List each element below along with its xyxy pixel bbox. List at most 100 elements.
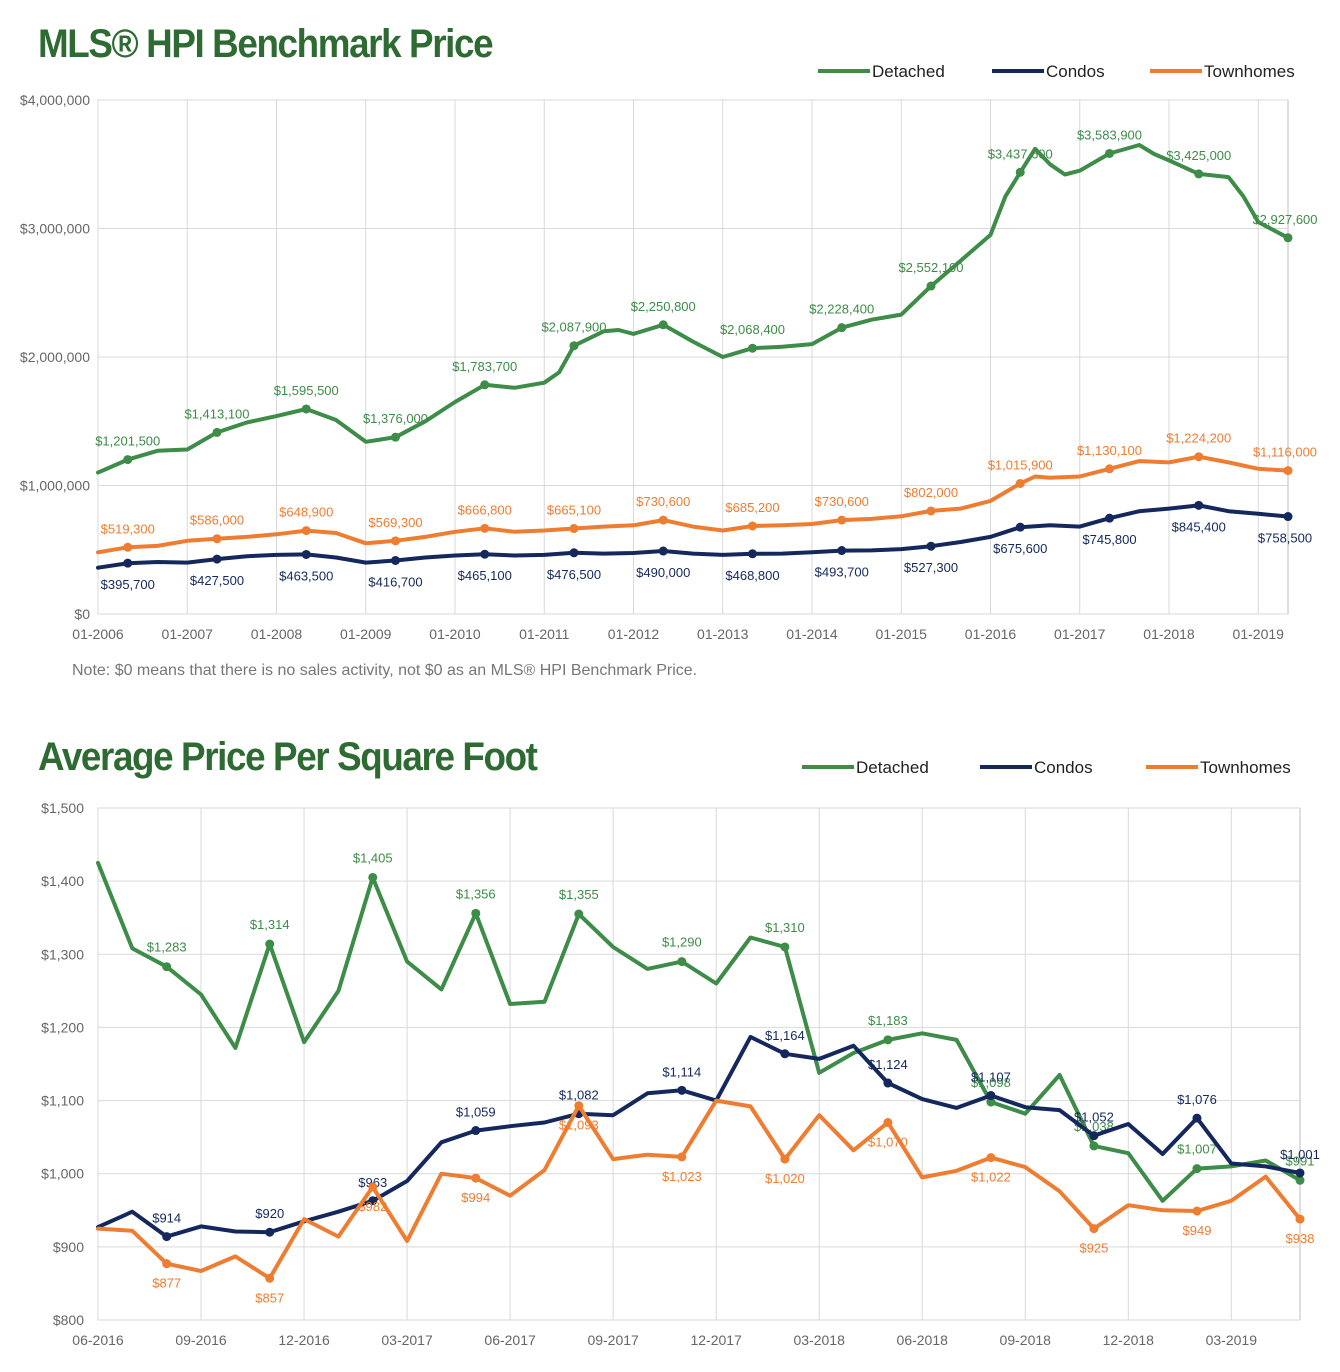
- chart1-x-tick-label: 01-2008: [251, 626, 303, 642]
- chart2-data-point: [986, 1153, 996, 1163]
- chart2-data-point: [1295, 1214, 1305, 1224]
- chart1-data-point: [658, 515, 668, 525]
- chart2-data-label: $1,355: [559, 887, 599, 902]
- chart1-data-label: $1,116,000: [1253, 445, 1317, 460]
- chart1-data-label: $730,600: [636, 494, 690, 509]
- chart2-data-label: $982: [358, 1199, 387, 1214]
- chart1-y-tick-label: $4,000,000: [20, 92, 90, 108]
- chart2-series-condos: [96, 1034, 1302, 1239]
- chart2-x-tick-label: 03-2019: [1206, 1332, 1258, 1348]
- chart1-data-point: [926, 506, 936, 516]
- chart1-data-point: [569, 341, 579, 351]
- chart1-series-detached: [96, 143, 1290, 475]
- chart1-x-tick-label: 01-2011: [519, 626, 570, 642]
- chart2-data-label: $1,107: [971, 1069, 1011, 1084]
- chart1-data-label: $395,700: [101, 577, 155, 592]
- chart1-data-point: [837, 546, 847, 556]
- chart1-x-tick-label: 01-2006: [72, 626, 124, 642]
- chart2-x-tick-label: 06-2017: [484, 1332, 536, 1348]
- chart1-data-point: [480, 549, 490, 559]
- chart1-data-point: [926, 281, 936, 291]
- chart1-data-point: [1015, 167, 1025, 177]
- chart1-data-label: $2,552,100: [898, 260, 963, 275]
- chart2-data-point: [368, 1182, 378, 1192]
- chart2-data-label: $1,052: [1074, 1110, 1114, 1125]
- chart1-data-label: $569,300: [368, 515, 422, 530]
- chart1-y-tick-label: $0: [74, 606, 90, 622]
- chart1-data-point: [391, 536, 400, 546]
- chart2-data-label: $1,022: [971, 1170, 1011, 1185]
- chart1-legend-townhomes: Townhomes: [1204, 62, 1295, 81]
- chart1-y-tick-label: $1,000,000: [20, 478, 90, 494]
- chart2-data-label: $1,076: [1177, 1092, 1217, 1107]
- chart2-data-label: $1,290: [662, 935, 702, 950]
- chart2-data-point: [677, 1152, 687, 1162]
- chart2-data-label: $1,183: [868, 1013, 908, 1028]
- chart1-data-label: $3,425,000: [1166, 148, 1231, 163]
- chart2-data-point: [1192, 1206, 1202, 1216]
- chart2-data-label: $949: [1183, 1223, 1212, 1238]
- chart1-data-label: $465,100: [458, 568, 512, 583]
- chart1-data-point: [926, 541, 936, 551]
- chart2-data-label: $1,020: [765, 1171, 805, 1186]
- chart2-x-tick-label: 03-2018: [794, 1332, 846, 1348]
- chart1-data-label: $758,500: [1258, 531, 1312, 546]
- chart1-data-label: $845,400: [1172, 519, 1226, 534]
- chart1-data-label: $1,015,900: [988, 457, 1053, 472]
- chart1-x-tick-label: 01-2018: [1143, 626, 1195, 642]
- chart1-data-point: [123, 542, 133, 552]
- chart1-note: Note: $0 means that there is no sales ac…: [72, 662, 698, 679]
- chart2-x-tick-label: 12-2018: [1103, 1332, 1155, 1348]
- chart1-data-label: $463,500: [279, 568, 333, 583]
- chart1-data-point: [212, 534, 222, 544]
- chart2-data-point: [1192, 1164, 1202, 1174]
- chart2-x-tick-label: 09-2018: [1000, 1332, 1052, 1348]
- chart1-data-label: $665,100: [547, 503, 601, 518]
- chart1-x-tick-label: 01-2013: [697, 626, 749, 642]
- chart2-data-point: [986, 1090, 996, 1100]
- chart1-x-tick-label: 01-2010: [429, 626, 481, 642]
- chart2-legend-detached: Detached: [856, 758, 929, 777]
- chart2-data-label: $1,023: [662, 1169, 702, 1184]
- chart2-data-label: $994: [461, 1190, 490, 1205]
- chart2-data-point: [162, 962, 172, 972]
- chart1-data-label: $1,201,500: [95, 434, 160, 449]
- chart1-data-point: [569, 548, 579, 558]
- chart1-data-point: [301, 526, 311, 536]
- chart1-data-point: [212, 554, 222, 564]
- chart2-data-point: [265, 1227, 275, 1237]
- chart2-data-point: [368, 1196, 378, 1206]
- chart2-data-point: [1295, 1175, 1305, 1185]
- chart1-data-point: [1015, 522, 1025, 532]
- chart1-data-point: [480, 523, 490, 533]
- chart2-data-label: $1,082: [559, 1088, 599, 1103]
- chart1-data-label: $648,900: [279, 505, 333, 520]
- chart2-data-label: $914: [152, 1211, 181, 1226]
- chart1-x-tick-label: 01-2014: [786, 626, 838, 642]
- chart1-x-tick-label: 01-2015: [876, 626, 928, 642]
- chart1-data-point: [1015, 478, 1025, 488]
- chart1-data-label: $745,800: [1082, 532, 1136, 547]
- chart2-data-label: $1,310: [765, 920, 805, 935]
- chart2-data-label: $1,164: [765, 1028, 805, 1043]
- chart2-data-point: [471, 908, 481, 918]
- chart2-y-tick-label: $1,100: [41, 1093, 84, 1109]
- chart1-y-tick-label: $3,000,000: [20, 221, 90, 237]
- chart1-data-point: [212, 427, 222, 437]
- chart1-data-label: $1,595,500: [274, 383, 339, 398]
- chart2-data-label: $1,314: [250, 917, 290, 932]
- chart2-data-point: [574, 1101, 584, 1111]
- chart2-data-label: $1,070: [868, 1135, 908, 1150]
- chart2-data-label: $1,001: [1280, 1147, 1320, 1162]
- chart2-data-point: [1192, 1113, 1202, 1123]
- chart2-data-label: $857: [255, 1290, 284, 1305]
- chart2-data-point: [265, 1273, 275, 1283]
- chart2-x-tick-label: 09-2016: [175, 1332, 227, 1348]
- chart1-data-label: $2,087,900: [541, 320, 606, 335]
- chart1-data-point: [391, 555, 400, 565]
- chart1-data-label: $2,927,600: [1252, 212, 1317, 227]
- chart2-data-label: $1,124: [868, 1057, 908, 1072]
- chart2-x-tick-label: 12-2016: [278, 1332, 330, 1348]
- chart1-title: MLS® HPI Benchmark Price: [38, 22, 494, 66]
- chart1-x-tick-label: 01-2017: [1054, 626, 1106, 642]
